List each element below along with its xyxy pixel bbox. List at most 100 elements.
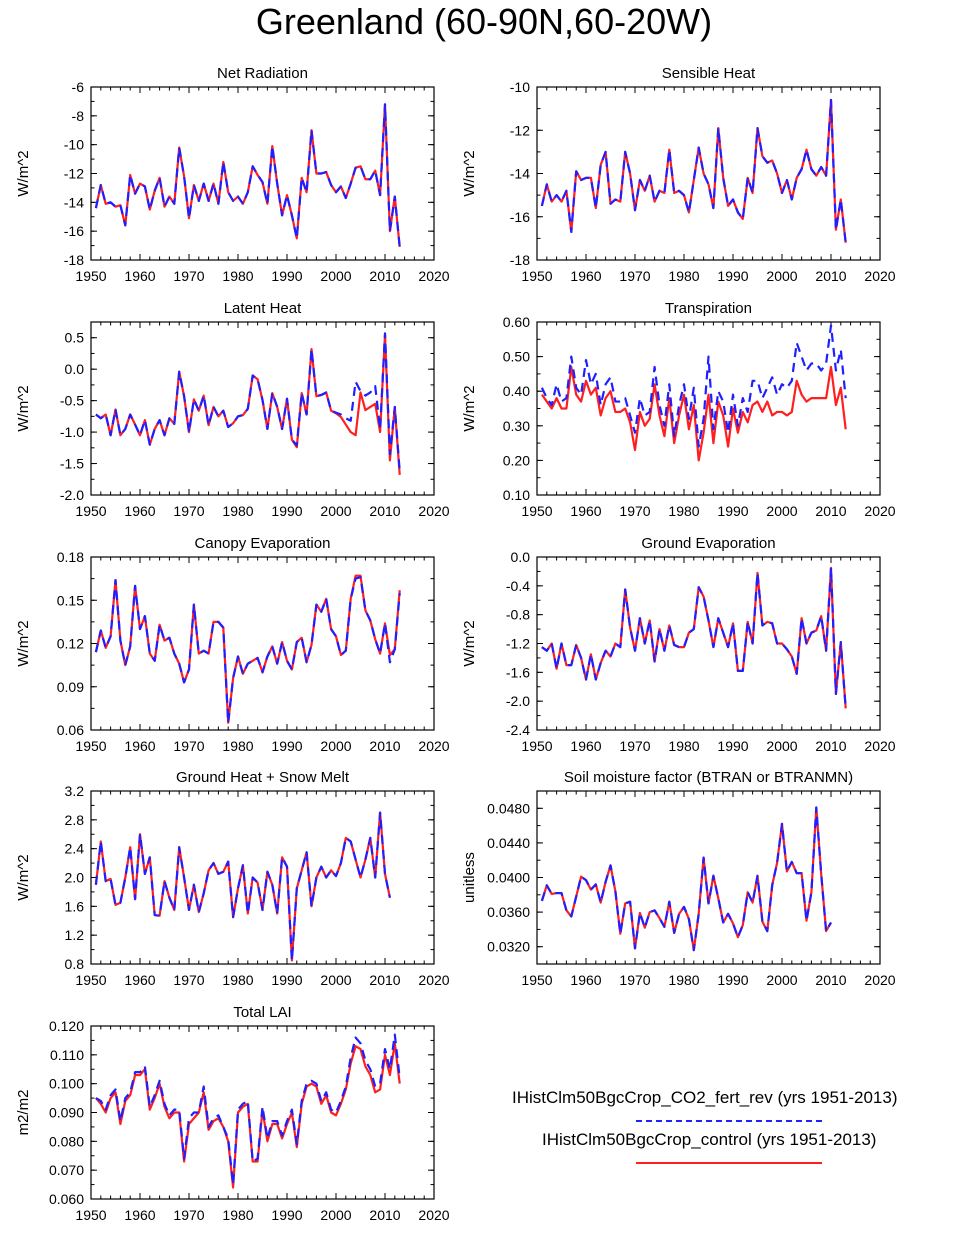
x-tick-label: 2010: [369, 268, 400, 284]
plot-frame: [90, 790, 435, 965]
y-tick-label: 0.8: [65, 956, 85, 972]
series-line-co2-fert-rev: [94, 576, 401, 724]
x-tick-label: 1980: [222, 268, 253, 284]
y-tick-label: 0.0320: [487, 939, 530, 955]
y-tick-label: -12: [510, 122, 530, 138]
x-tick-label: 2020: [864, 503, 895, 519]
x-tick-label: 1970: [619, 972, 650, 988]
chart-title: Total LAI: [233, 1004, 291, 1021]
y-tick-label: -12: [64, 166, 84, 182]
x-tick-label: 1950: [75, 503, 106, 519]
y-axis-label: W/m^2: [461, 385, 478, 431]
x-tick-label: 2000: [320, 972, 351, 988]
chart-title: Latent Heat: [224, 300, 302, 317]
y-tick-label: -0.5: [60, 393, 84, 409]
x-tick-label: 1970: [173, 738, 204, 754]
y-tick-label: -6: [72, 79, 85, 95]
x-tick-label: 1980: [668, 738, 699, 754]
series-line-co2-fert-rev: [95, 1033, 401, 1186]
series-line-co2-fert-rev: [94, 811, 391, 962]
x-tick-label: 2020: [864, 268, 895, 284]
series-line-co2-fert-rev: [540, 98, 847, 243]
x-tick-label: 1970: [173, 268, 204, 284]
y-tick-label: 0.0360: [487, 904, 530, 920]
chart-title: Canopy Evaporation: [195, 535, 331, 552]
y-tick-label: 0.0: [65, 361, 85, 377]
chart-panel-6: 1950 1960 1970 1980 1990 2000 2010 2020 -2.4 -2.0…: [461, 535, 896, 754]
plot-frame: [536, 321, 881, 496]
y-tick-label: -14: [64, 194, 84, 210]
x-tick-label: 1950: [75, 1207, 106, 1223]
x-tick-label: 2010: [369, 503, 400, 519]
chart-panel-8: 1950 1960 1970 1980 1990 2000 2010 2020 0.0320 0.…: [461, 769, 896, 988]
legend: IHistClm50BgcCrop_CO2_fert_rev (yrs 1951…: [470, 1085, 968, 1175]
x-tick-label: 1970: [173, 1207, 204, 1223]
y-tick-label: -1.6: [506, 664, 530, 680]
y-tick-label: -2.0: [506, 693, 530, 709]
x-tick-label: 1980: [222, 1207, 253, 1223]
y-tick-label: -0.4: [506, 578, 530, 594]
plot-frame: [90, 321, 435, 496]
x-tick-label: 1960: [124, 738, 155, 754]
x-tick-label: 1960: [124, 503, 155, 519]
y-tick-label: 0.0480: [487, 800, 530, 816]
x-tick-label: 2000: [766, 503, 797, 519]
series-line-control: [94, 103, 401, 248]
x-tick-label: 1990: [271, 503, 302, 519]
plot-frame: [536, 86, 881, 261]
legend-label-co2-fert-rev: IHistClm50BgcCrop_CO2_fert_rev (yrs 1951…: [512, 1088, 898, 1107]
x-tick-label: 1970: [619, 268, 650, 284]
x-tick-label: 1950: [521, 972, 552, 988]
y-tick-label: 0.60: [503, 314, 530, 330]
chart-title: Transpiration: [665, 300, 752, 317]
y-tick-label: -18: [510, 252, 530, 268]
x-tick-label: 2020: [864, 738, 895, 754]
x-tick-label: 2020: [418, 738, 449, 754]
chart-title: Net Radiation: [217, 65, 308, 82]
y-tick-label: -14: [510, 166, 530, 182]
x-tick-label: 2000: [766, 268, 797, 284]
x-tick-label: 2020: [418, 268, 449, 284]
y-axis-label: W/m^2: [15, 854, 32, 900]
x-tick-label: 1950: [521, 738, 552, 754]
x-tick-label: 1980: [668, 503, 699, 519]
x-tick-label: 1980: [222, 503, 253, 519]
y-tick-label: 0.09: [57, 679, 84, 695]
x-tick-label: 2000: [766, 972, 797, 988]
x-tick-label: 1970: [173, 503, 204, 519]
y-tick-label: 0.100: [49, 1076, 84, 1092]
x-tick-label: 1970: [619, 503, 650, 519]
y-axis-label: unitless: [461, 852, 478, 903]
chart-panel-2: 1950 1960 1970 1980 1990 2000 2010 2020 -18 -16 -1…: [461, 65, 896, 284]
plot-frame: [90, 86, 435, 261]
y-tick-label: -1.0: [60, 424, 84, 440]
x-tick-label: 2000: [320, 738, 351, 754]
chart-panel-1: 1950 1960 1970 1980 1990 2000 2010 2020 -18 -16 -1…: [15, 65, 450, 284]
legend-label-control: IHistClm50BgcCrop_control (yrs 1951-2013…: [542, 1130, 877, 1149]
y-tick-label: 0.110: [50, 1047, 84, 1063]
x-tick-label: 2010: [369, 1207, 400, 1223]
y-tick-label: 0.30: [503, 418, 530, 434]
x-tick-label: 1980: [668, 972, 699, 988]
y-axis-label: m2/m2: [15, 1090, 32, 1136]
legend-line-co2-fert-rev: [636, 1120, 822, 1122]
x-tick-label: 2010: [815, 268, 846, 284]
x-tick-label: 1970: [619, 738, 650, 754]
y-tick-label: 2.0: [65, 870, 85, 886]
chart-title: Ground Heat + Snow Melt: [176, 769, 350, 786]
y-tick-label: -1.2: [506, 636, 530, 652]
series-line-control: [94, 574, 401, 724]
y-tick-label: 0.20: [503, 452, 530, 468]
y-tick-label: 0.10: [503, 487, 530, 503]
y-tick-label: 0.080: [49, 1133, 84, 1149]
x-tick-label: 2010: [815, 738, 846, 754]
x-tick-label: 2000: [320, 268, 351, 284]
series-line-control: [541, 365, 847, 462]
series-line-co2-fert-rev: [95, 332, 401, 472]
series-line-co2-fert-rev: [540, 324, 847, 448]
y-tick-label: -10: [64, 137, 84, 153]
x-tick-label: 1960: [124, 268, 155, 284]
legend-line-control: [636, 1162, 822, 1164]
x-tick-label: 1950: [75, 738, 106, 754]
